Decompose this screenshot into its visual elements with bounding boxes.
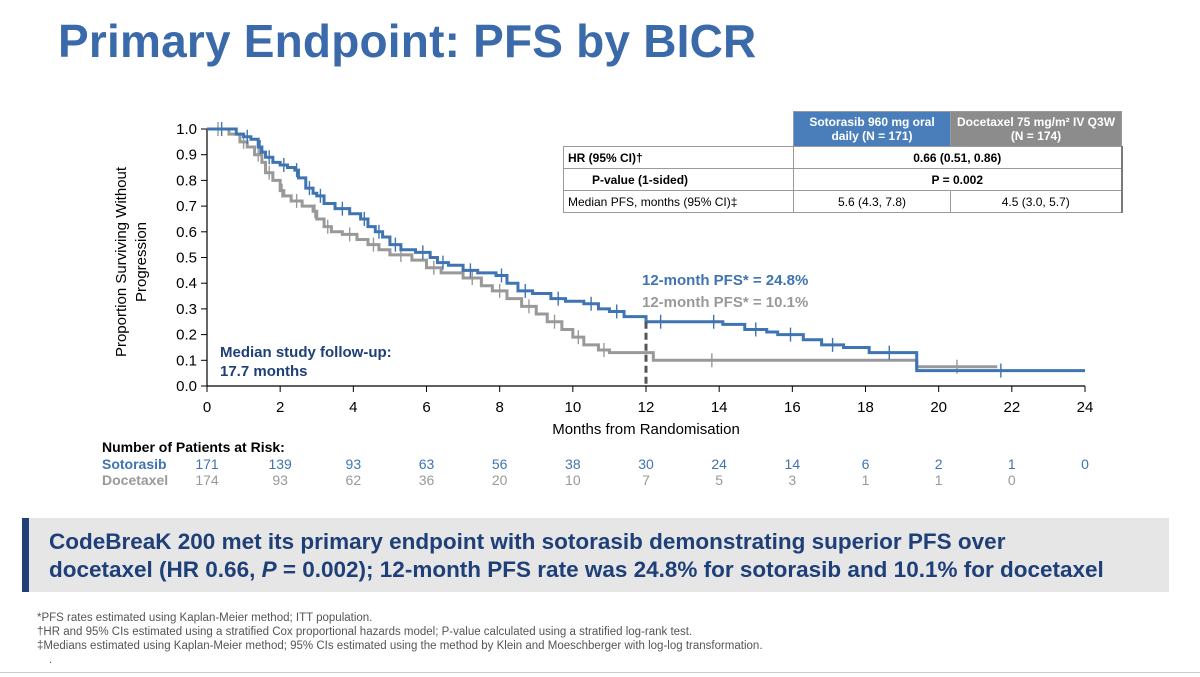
conclusion-line2a: docetaxel (HR 0.66, <box>49 557 262 582</box>
risk-value: 1 <box>1008 456 1016 472</box>
axes: 0.00.10.20.30.40.50.60.70.80.91.00 2 4 6 8 10… <box>176 121 1093 438</box>
bottom-divider <box>0 672 1200 673</box>
y-tick-label: 0.1 <box>176 352 197 369</box>
y-tick-label: 0.0 <box>176 378 197 395</box>
risk-value: 6 <box>862 456 870 472</box>
page-title: Primary Endpoint: PFS by BICR <box>58 15 757 67</box>
median-followup-line2: 17.7 months <box>220 363 308 380</box>
x-tick-label: 2 <box>276 399 284 416</box>
x-tick-label: 24 <box>1077 399 1094 416</box>
footnote-dot: . <box>49 654 53 666</box>
y-tick-label: 0.9 <box>176 147 197 164</box>
series-layer <box>207 122 1085 378</box>
risk-value: 10 <box>565 472 581 488</box>
median-pfs-docetaxel: 4.5 (3.0, 5.7) <box>950 190 1123 213</box>
risk-value: 0 <box>1081 456 1089 472</box>
risk-value: 139 <box>268 456 292 472</box>
risk-value: 0 <box>1008 472 1016 488</box>
median-pfs-sotorasib: 5.6 (4.3, 7.8) <box>793 190 951 213</box>
footnote-pfs: *PFS rates estimated using Kaplan-Meier … <box>37 612 373 624</box>
pfs-sotorasib-label: 12-month PFS* = 24.8% <box>642 272 808 289</box>
x-tick-label: 14 <box>711 399 728 416</box>
footnote-median: ‡Medians estimated using Kaplan-Meier me… <box>37 640 763 652</box>
x-tick-label: 10 <box>564 399 581 416</box>
km-chart: Proportion Surviving Without Progression… <box>102 121 1093 488</box>
conclusion-text: CodeBreaK 200 met its primary endpoint w… <box>49 528 1169 584</box>
conclusion-line1: CodeBreaK 200 met its primary endpoint w… <box>49 529 1006 554</box>
risk-value: 2 <box>935 456 943 472</box>
y-tick-label: 0.4 <box>176 275 197 292</box>
conclusion-line2c: = 0.002); 12-month PFS rate was 24.8% fo… <box>276 557 1104 582</box>
risk-value: 1 <box>935 472 943 488</box>
risk-value: 63 <box>419 456 435 472</box>
annotations: Median study follow-up: 17.7 months 12-mon… <box>220 272 808 386</box>
median-followup-line1: Median study follow-up: <box>220 344 392 361</box>
risk-value: 38 <box>565 456 581 472</box>
y-tick-label: 0.6 <box>176 224 197 241</box>
y-axis-label-line1: Proportion Surviving Without <box>113 166 130 357</box>
x-tick-label: 20 <box>930 399 947 416</box>
x-tick-label: 8 <box>495 399 503 416</box>
sotorasib-header: Sotorasib 960 mg oral daily (N = 171) <box>793 111 951 147</box>
hr-value: 0.66 (0.51, 0.86) <box>793 146 1123 169</box>
series-sotorasib-curve <box>207 127 1085 373</box>
risk-row-name: Sotorasib <box>102 456 167 472</box>
y-tick-label: 0.3 <box>176 301 197 318</box>
conclusion-p-symbol: P <box>261 557 277 582</box>
risk-value: 174 <box>195 472 219 488</box>
x-tick-label: 18 <box>857 399 874 416</box>
x-tick-label: 0 <box>203 399 211 416</box>
x-tick-label: 6 <box>422 399 430 416</box>
pfs-docetaxel-label: 12-month PFS* = 10.1% <box>642 294 808 311</box>
risk-value: 30 <box>638 456 654 472</box>
risk-value: 20 <box>492 472 508 488</box>
y-tick-label: 0.8 <box>176 172 197 189</box>
risk-value: 14 <box>785 456 801 472</box>
risk-value: 93 <box>272 472 288 488</box>
y-tick-label: 0.5 <box>176 250 197 267</box>
risk-value: 1 <box>862 472 870 488</box>
pvalue-label: P-value (1-sided) <box>563 168 794 191</box>
risk-value: 24 <box>711 456 727 472</box>
series-docetaxel-curve <box>207 127 998 369</box>
footnotes: *PFS rates estimated using Kaplan-Meier … <box>37 611 763 667</box>
y-axis-label-line2: Progression <box>133 222 150 302</box>
x-tick-label: 4 <box>349 399 357 416</box>
x-axis-label: Months from Randomisation <box>552 421 740 438</box>
y-tick-label: 1.0 <box>176 121 197 138</box>
risk-value: 171 <box>195 456 219 472</box>
risk-table: Number of Patients at Risk:Sotorasib 171 1… <box>102 439 1089 488</box>
x-tick-label: 22 <box>1003 399 1020 416</box>
conclusion-banner: CodeBreaK 200 met its primary endpoint w… <box>22 518 1169 592</box>
risk-value: 62 <box>346 472 362 488</box>
risk-value: 3 <box>788 472 796 488</box>
x-tick-label: 12 <box>638 399 655 416</box>
median-pfs-label: Median PFS, months (95% CI)‡ <box>563 190 794 213</box>
y-axis-label: Proportion Surviving Without Progression <box>113 166 150 357</box>
risk-table-header: Number of Patients at Risk: <box>102 439 285 455</box>
hr-summary-table: Sotorasib 960 mg oral daily (N = 171) Do… <box>563 111 1123 213</box>
risk-row-name: Docetaxel <box>102 472 168 488</box>
risk-value: 5 <box>715 472 723 488</box>
footnote-hr: †HR and 95% CIs estimated using a strati… <box>37 626 693 638</box>
y-tick-label: 0.7 <box>176 198 197 215</box>
x-tick-label: 16 <box>784 399 801 416</box>
y-tick-label: 0.2 <box>176 327 197 344</box>
risk-value: 56 <box>492 456 508 472</box>
hr-label: HR (95% CI)† <box>563 146 794 169</box>
risk-value: 36 <box>419 472 435 488</box>
risk-value: 93 <box>346 456 362 472</box>
docetaxel-header: Docetaxel 75 mg/m² IV Q3W (N = 174) <box>950 111 1122 147</box>
risk-value: 7 <box>642 472 650 488</box>
pvalue-value: P = 0.002 <box>793 168 1123 191</box>
